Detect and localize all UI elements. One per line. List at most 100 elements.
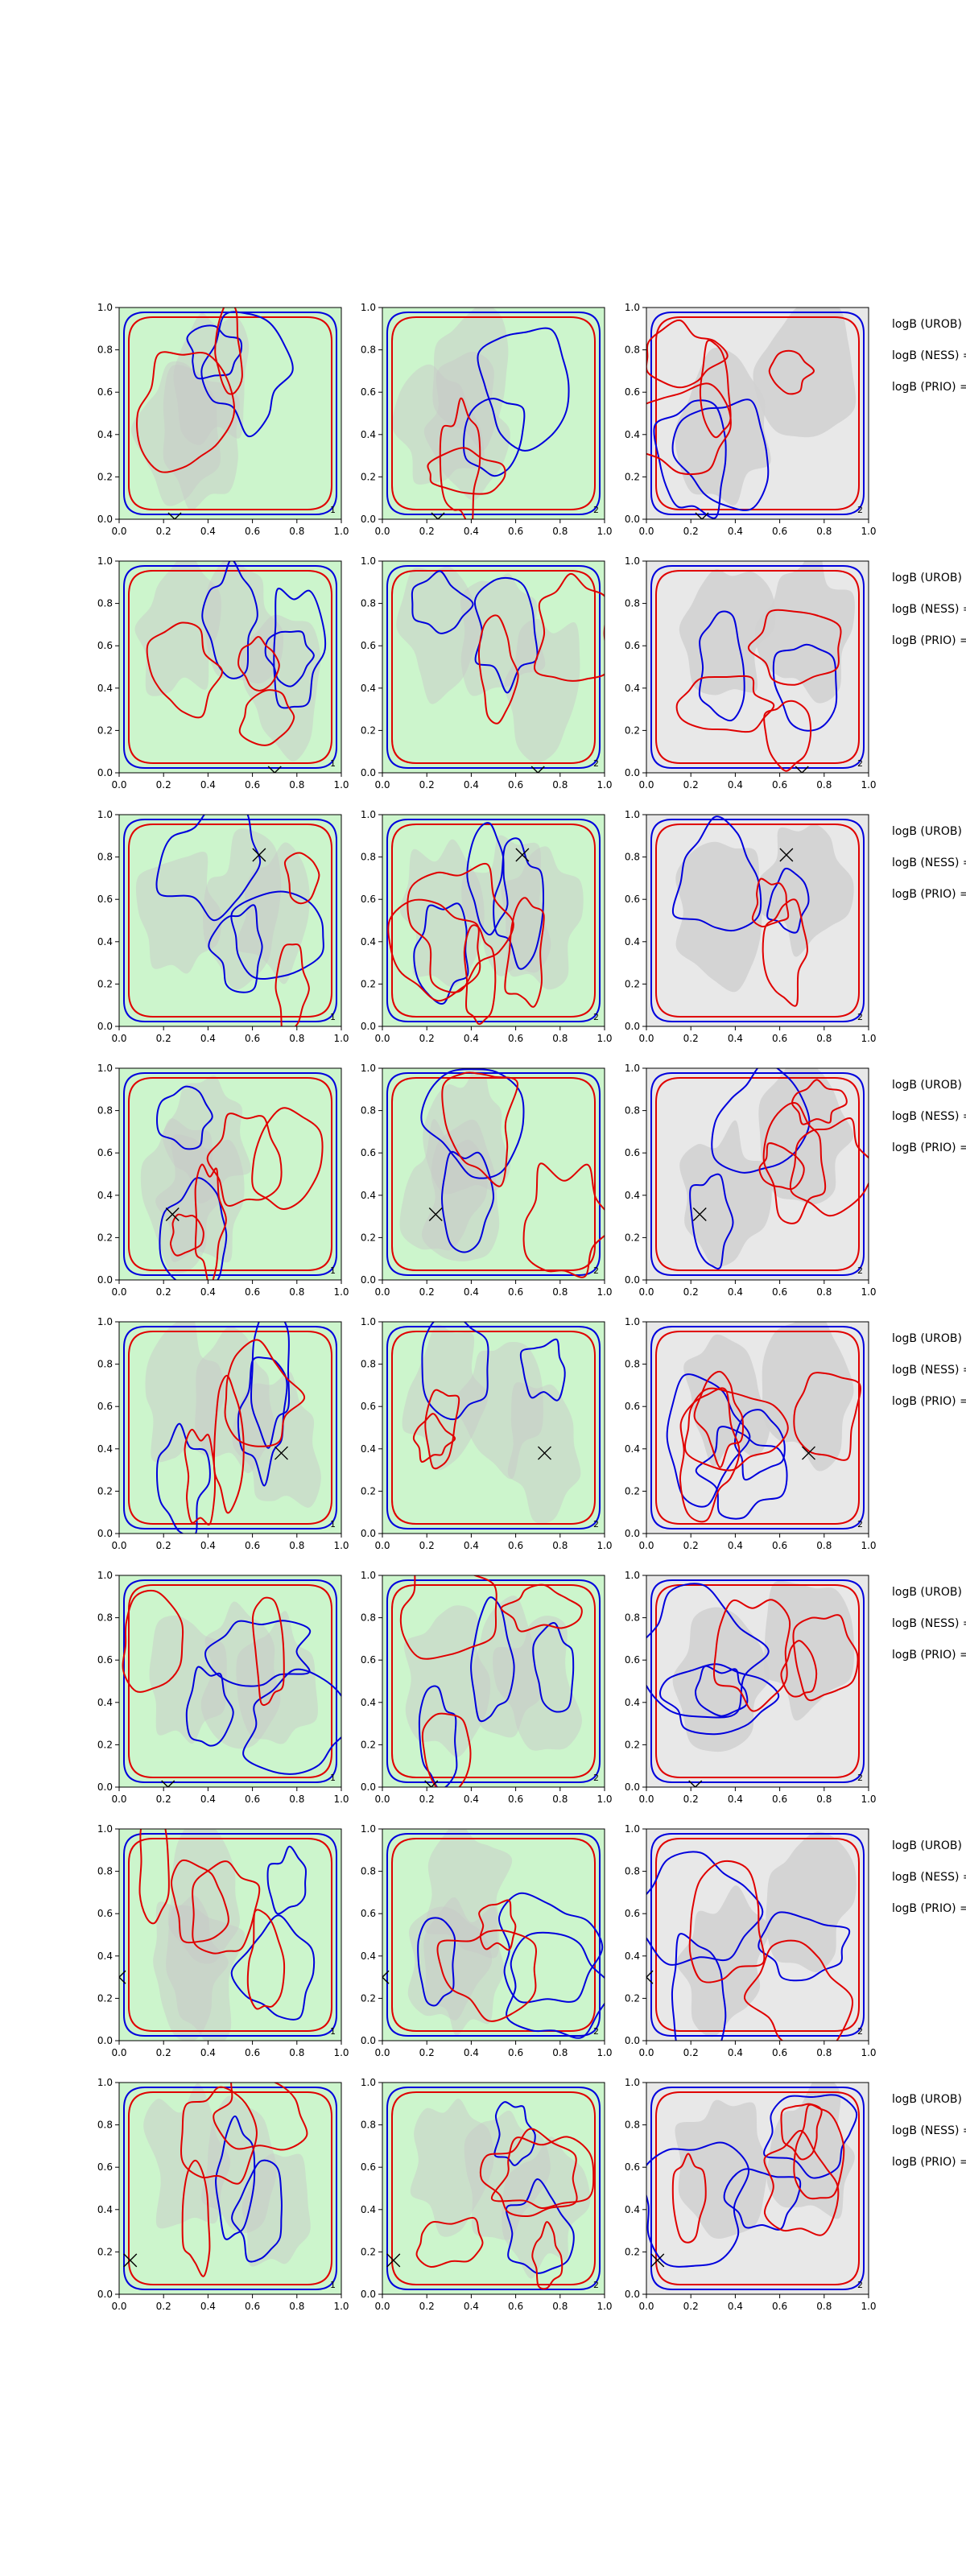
x-tick-label: 0.6 [245, 1794, 260, 1805]
density-region [173, 312, 250, 445]
blue-contour [123, 1833, 337, 2037]
corner-label: 1 [330, 1773, 336, 1783]
y-tick-label: 0.0 [625, 767, 640, 778]
axes-frame [118, 307, 342, 520]
y-tick-label: 1.0 [625, 2077, 640, 2088]
blue-contour [711, 1068, 811, 1174]
marker-x [424, 1780, 439, 1787]
y-tick-label: 0.8 [625, 1105, 640, 1117]
y-tick-label: 0.8 [625, 1612, 640, 1624]
axes-frame [118, 814, 342, 1027]
panel-background [119, 1322, 341, 1534]
axes-frame [382, 2082, 605, 2295]
red-contour [762, 1102, 827, 1224]
legend-label: logB (PRIO) = [892, 1395, 966, 1408]
red-contour [391, 1331, 596, 1525]
y-tick-label: 1.0 [361, 1063, 376, 1074]
x-tick-label: 0.0 [111, 779, 126, 791]
y-tick-label: 0.2 [361, 471, 376, 482]
marker-x [161, 1780, 175, 1787]
y-tick-label: 0.0 [97, 767, 113, 778]
red-contour [128, 1331, 332, 1525]
marker-x [165, 1207, 180, 1221]
x-tick-label: 0.8 [289, 1540, 304, 1551]
x-tick-label: 0.6 [508, 779, 523, 791]
density-region [163, 365, 240, 510]
axes-frame [382, 814, 605, 1027]
x-tick-label: 0.2 [419, 1286, 435, 1298]
y-tick-label: 1.0 [625, 1063, 640, 1074]
x-tick-label: 0.0 [374, 1540, 390, 1551]
corner-label: 2 [593, 2280, 599, 2290]
marker-x [252, 848, 266, 862]
y-tick-label: 0.2 [361, 1992, 376, 2004]
x-tick-label: 0.4 [200, 1794, 216, 1805]
blue-contour [650, 1072, 865, 1276]
density-region [134, 561, 221, 696]
y-tick-label: 0.8 [97, 1105, 113, 1117]
corner-label: 2 [593, 1519, 599, 1530]
panel-r5-c1: 1 0.0 0.2 0.4 0.6 0.8 1.0 0.0 0.2 0.4 0.6 0.8 1.0 [97, 1316, 349, 1551]
red-contour [224, 1339, 306, 1447]
legend-label: logB (NESS) = [892, 1871, 966, 1884]
y-tick-label: 1.0 [625, 1570, 640, 1581]
x-tick-label: 0.4 [464, 1540, 479, 1551]
x-tick-label: 1.0 [861, 526, 876, 537]
blue-contour [386, 819, 601, 1022]
red-contour [655, 1584, 860, 1778]
y-tick-label: 1.0 [625, 302, 640, 313]
x-tick-label: 0.8 [816, 1540, 832, 1551]
x-tick-label: 0.4 [464, 1794, 479, 1805]
x-tick-label: 1.0 [597, 1286, 612, 1298]
axes-frame [118, 1321, 342, 1534]
x-tick-label: 1.0 [333, 1033, 349, 1044]
red-contour [214, 308, 243, 395]
x-tick-label: 1.0 [597, 526, 612, 537]
x-tick-label: 0.0 [638, 2047, 654, 2058]
panel-r7-c1: 1 0.0 0.2 0.4 0.6 0.8 1.0 0.0 0.2 0.4 0.6 0.8 1.0 [97, 1823, 349, 2058]
panel-r3-c2: 2 0.0 0.2 0.4 0.6 0.8 1.0 0.0 0.2 0.4 0.6 0.8 1.0 [361, 809, 613, 1044]
red-contour [655, 1077, 860, 1271]
x-tick-label: 0.0 [111, 1540, 126, 1551]
blue-contour [273, 588, 327, 709]
density-region [235, 842, 310, 985]
legend-label: logB (UROB) = [892, 572, 966, 584]
density-region [504, 618, 580, 763]
legend-label: logB (NESS) = [892, 1110, 966, 1123]
y-tick-label: 0.8 [97, 345, 113, 356]
marker-x [382, 1970, 390, 1984]
y-tick-label: 0.0 [361, 1021, 376, 1032]
x-tick-label: 0.2 [419, 779, 435, 791]
density-region [155, 1134, 245, 1263]
x-tick-label: 0.8 [816, 1286, 832, 1298]
corner-label: 2 [857, 1773, 863, 1783]
red-contour [399, 1575, 497, 1660]
x-tick-label: 0.6 [772, 779, 787, 791]
y-tick-label: 0.4 [625, 936, 640, 947]
panel-r6-c1: 1 0.0 0.2 0.4 0.6 0.8 1.0 0.0 0.2 0.4 0.6 0.8 1.0 [97, 1570, 349, 1805]
x-tick-label: 0.2 [156, 2301, 171, 2312]
x-tick-label: 0.6 [245, 526, 260, 537]
y-tick-label: 1.0 [625, 555, 640, 567]
panel-r4-c2: 2 0.0 0.2 0.4 0.6 0.8 1.0 0.0 0.2 0.4 0.6 0.8 1.0 [361, 1063, 613, 1298]
red-contour [789, 1117, 869, 1217]
y-tick-label: 0.8 [97, 1612, 113, 1624]
red-contour [712, 1599, 791, 1712]
blue-contour [123, 1072, 337, 1276]
blue-contour [418, 1685, 458, 1787]
corner-label: 1 [330, 758, 336, 769]
red-contour [763, 700, 812, 772]
red-contour [439, 397, 481, 519]
blue-contour [653, 399, 727, 519]
y-tick-label: 0.2 [97, 2246, 113, 2257]
x-tick-label: 1.0 [333, 526, 349, 537]
blue-contour [532, 1622, 575, 1713]
blue-contour [477, 327, 570, 452]
blue-contour [733, 1409, 786, 1481]
x-tick-label: 0.0 [111, 1286, 126, 1298]
x-tick-label: 0.4 [200, 2047, 216, 2058]
x-tick-label: 0.2 [683, 2301, 699, 2312]
y-tick-label: 0.2 [97, 724, 113, 736]
x-tick-label: 0.2 [683, 1794, 699, 1805]
axes-frame [646, 1575, 869, 1788]
